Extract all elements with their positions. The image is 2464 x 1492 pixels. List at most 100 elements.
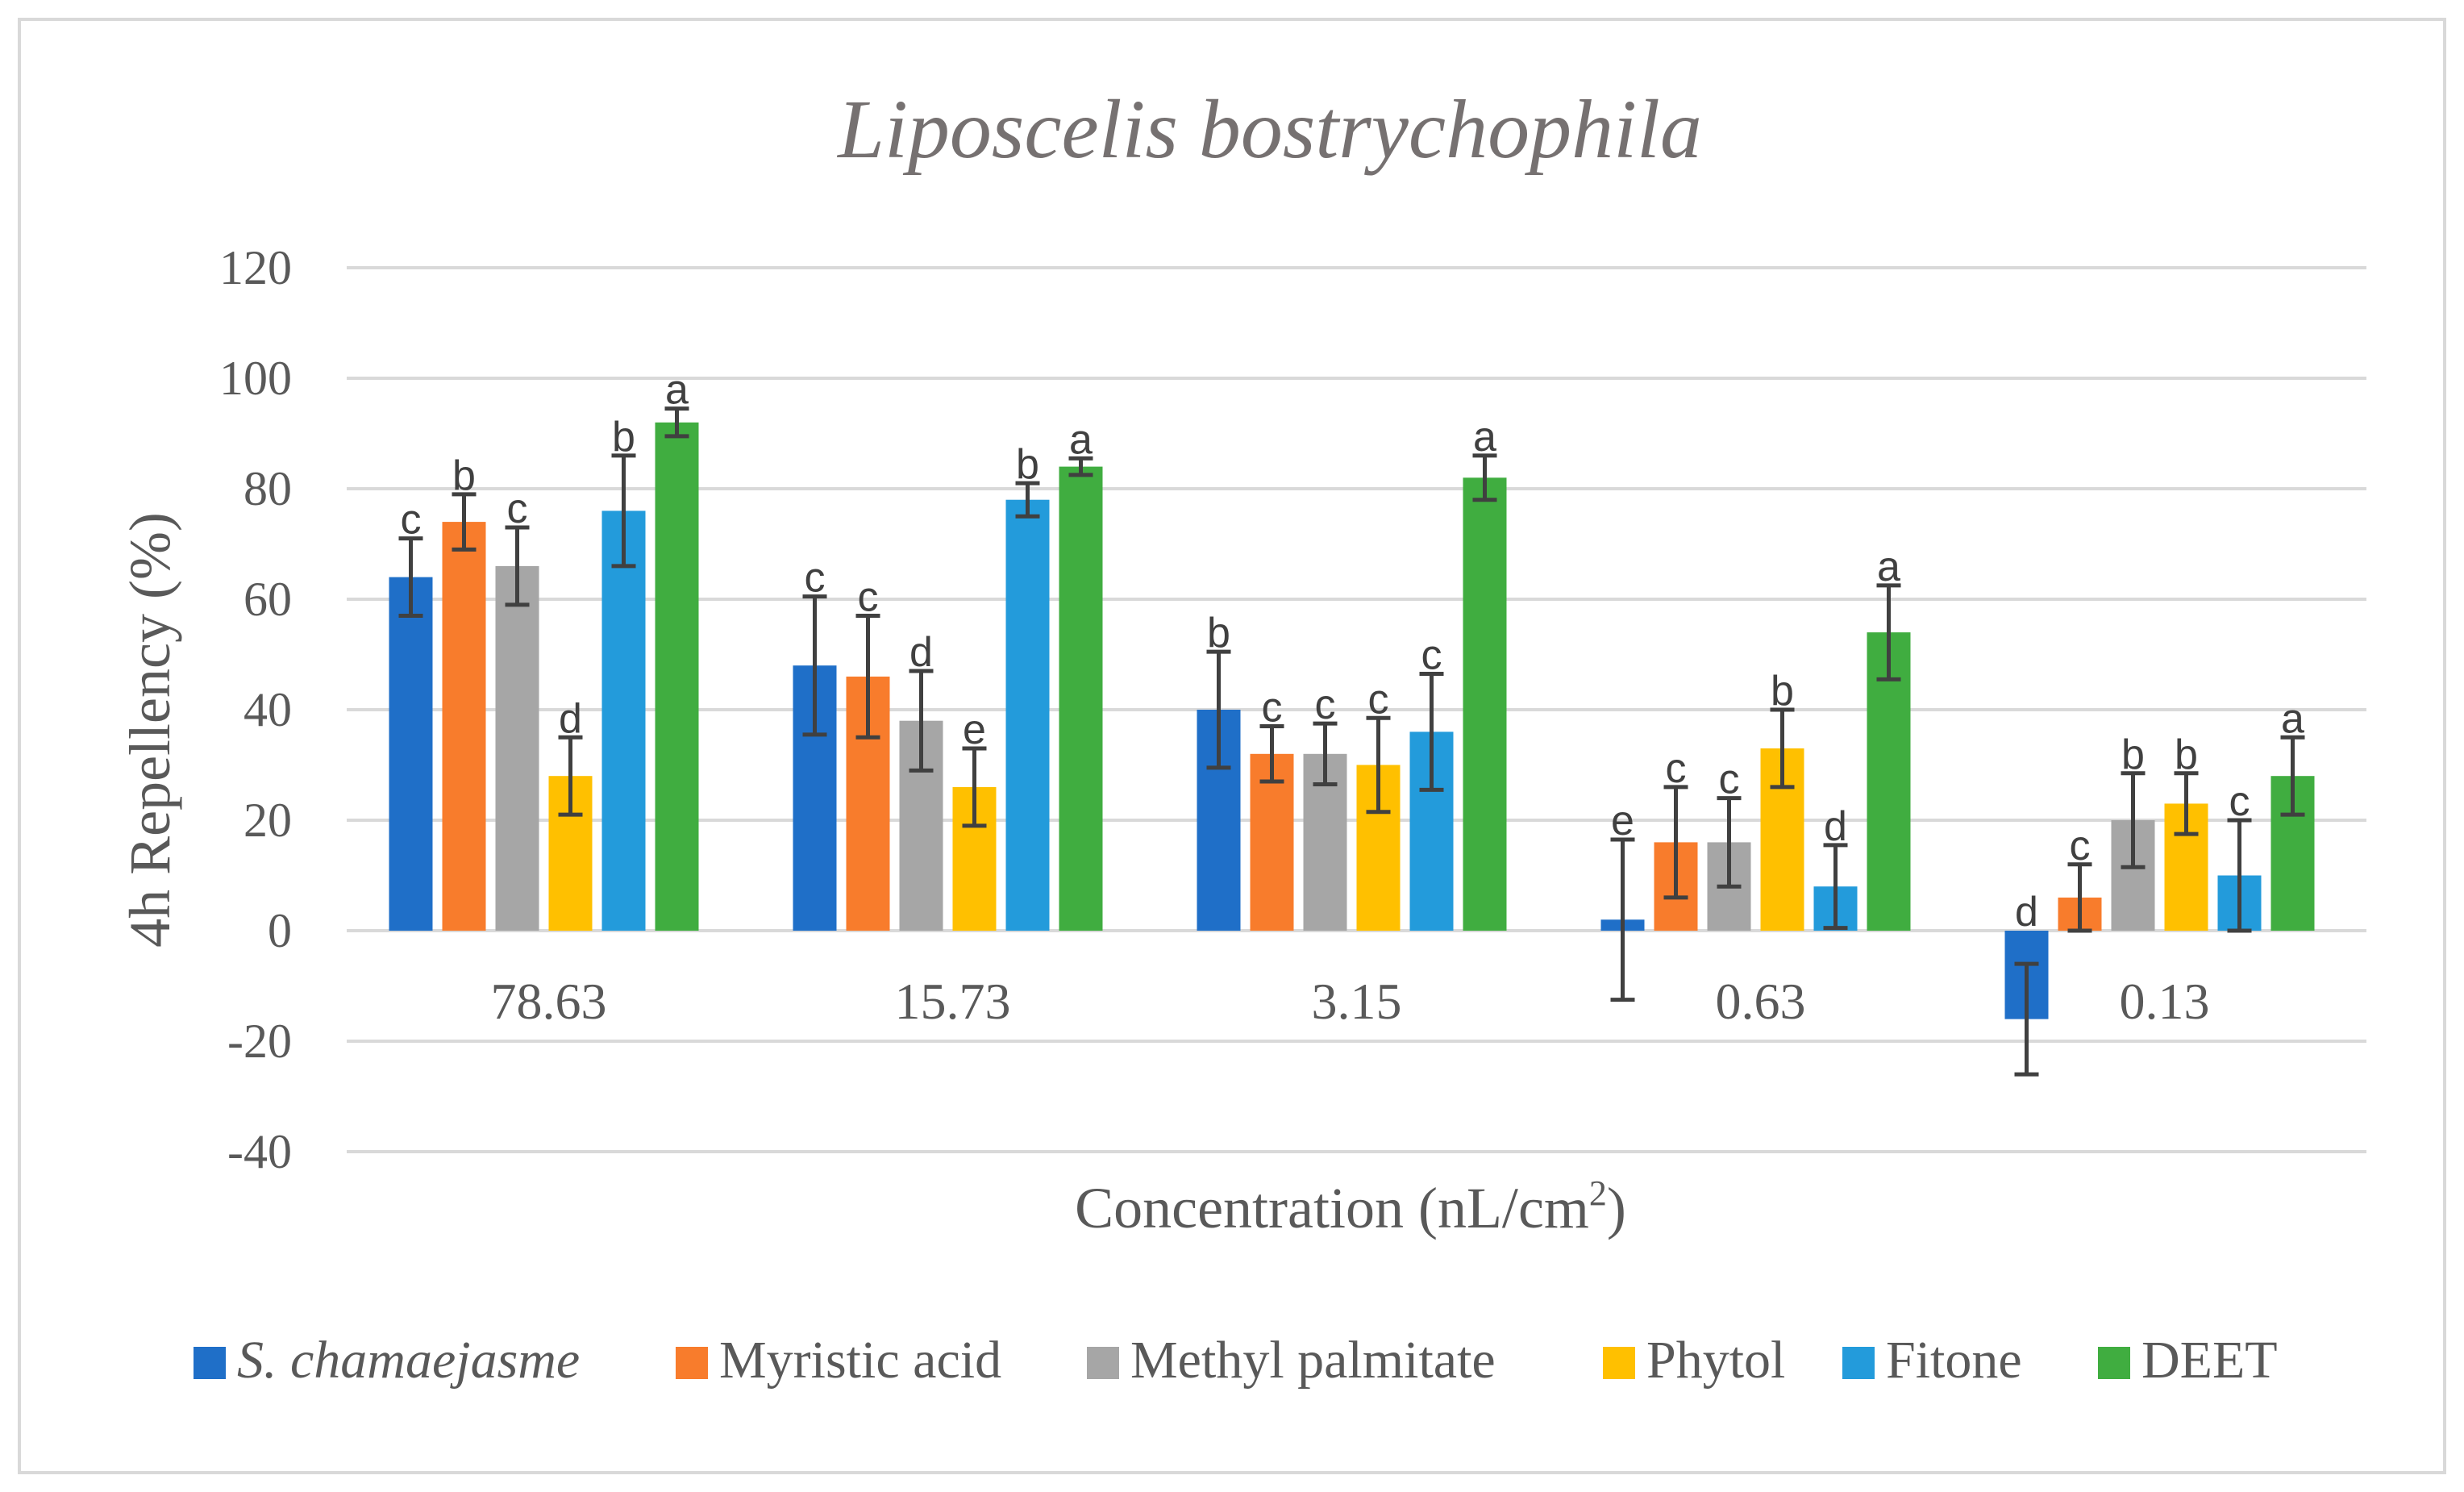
error-bar (1610, 837, 1635, 1002)
error-bar (1770, 707, 1795, 790)
legend-item: DEET (2098, 1331, 2278, 1390)
error-bar (2227, 818, 2252, 933)
error-bar (2121, 771, 2146, 869)
significance-letter: c (1262, 685, 1283, 731)
y-tick-label: 120 (219, 241, 292, 294)
bars (389, 422, 2315, 1019)
significance-letter: e (963, 706, 986, 753)
error-bar (2014, 961, 2039, 1077)
y-tick-label: -20 (227, 1015, 292, 1068)
error-bar (1206, 649, 1231, 770)
legend-swatch (676, 1347, 708, 1379)
error-bar (802, 594, 827, 737)
x-axis-title-suffix: ) (1607, 1176, 1626, 1240)
error-bar (855, 614, 880, 740)
significance-letter: d (2015, 889, 2038, 936)
significance-letter: a (1069, 416, 1093, 463)
legend-label: Methyl palmitate (1130, 1331, 1496, 1390)
category-label: 0.63 (1716, 973, 1806, 1030)
y-tick-label: 100 (219, 352, 292, 405)
legend-label: DEET (2141, 1331, 2278, 1390)
error-bar (2067, 862, 2092, 933)
x-axis-title-main: Concentration (nL/cm (1075, 1176, 1589, 1240)
error-bar (505, 525, 530, 607)
category-label: 78.63 (491, 973, 607, 1030)
significance-letter: b (612, 414, 635, 461)
significance-letter: b (1016, 441, 1039, 488)
significance-letter: c (2229, 778, 2250, 825)
y-tick-label: 20 (243, 794, 292, 847)
significance-letter: c (805, 555, 826, 602)
significance-letter: a (1473, 414, 1496, 461)
category-label: 15.73 (895, 973, 1011, 1030)
legend-swatch (1087, 1347, 1119, 1379)
legend-label: Fitone (1886, 1331, 2022, 1390)
legend-swatch (1603, 1347, 1635, 1379)
error-bar (452, 492, 477, 552)
legend-item: Methyl palmitate (1087, 1331, 1496, 1390)
bar (1005, 499, 1050, 931)
error-bar (2174, 771, 2199, 836)
significance-letter: c (858, 574, 879, 621)
error-bar (962, 746, 987, 828)
bar (495, 565, 539, 931)
error-bar (2280, 735, 2305, 817)
bar (601, 511, 646, 931)
category-label: 0.13 (2120, 973, 2210, 1030)
bar (1463, 477, 1507, 931)
error-bar (1015, 481, 1040, 519)
significance-letter: a (665, 367, 689, 414)
significance-letter: a (2281, 695, 2304, 742)
bar (655, 422, 699, 931)
significance-letter: d (559, 695, 582, 742)
significance-letter: d (909, 629, 933, 676)
error-bar (1419, 671, 1444, 792)
y-tick-label: 60 (243, 573, 292, 626)
y-tick-label: 80 (243, 462, 292, 515)
legend-swatch (1842, 1347, 1875, 1379)
x-axis-title: Concentration (nL/cm2) (1075, 1173, 1626, 1240)
legend-label: Phytol (1646, 1331, 1785, 1390)
significance-letter: e (1611, 798, 1634, 844)
significance-letter: b (2175, 731, 2198, 778)
significance-letter: c (2070, 823, 2091, 869)
significance-letter: b (1771, 668, 1794, 715)
error-bar (1472, 453, 1497, 502)
significance-letter: c (1666, 745, 1687, 792)
significance-letter: c (1315, 681, 1336, 728)
significance-letter: c (1719, 756, 1740, 803)
significance-letter: c (401, 497, 422, 544)
significance-letter: c (507, 486, 528, 532)
legend-item: Fitone (1842, 1331, 2022, 1390)
significance-letter: c (1421, 631, 1442, 678)
category-labels: 78.63 15.73 3.15 0.63 0.13 (491, 973, 2210, 1030)
error-bar (1717, 796, 1742, 889)
bar (1867, 632, 1911, 931)
legend-label: S. chamaejasme (237, 1331, 580, 1390)
legend: S. chamaejasme Myristic acid Methyl palmit… (194, 1331, 2278, 1390)
significance-letter: c (1368, 676, 1389, 723)
error-bar (611, 453, 636, 569)
gridlines (347, 266, 2366, 1153)
y-axis-title: 4h Repellency (%) (118, 512, 182, 948)
error-bar (1068, 456, 1093, 477)
bar (389, 577, 433, 931)
category-label: 3.15 (1312, 973, 1402, 1030)
error-bar (664, 406, 689, 439)
significance-letter: b (2121, 731, 2145, 778)
legend-item: Phytol (1603, 1331, 1785, 1390)
y-tick-label: 0 (268, 904, 292, 957)
error-bar (1823, 843, 1848, 931)
legend-label: Myristic acid (719, 1331, 1001, 1390)
legend-swatch (194, 1347, 226, 1379)
error-bar (1876, 583, 1901, 681)
significance-letter: d (1824, 803, 1847, 850)
significance-letter: b (452, 452, 476, 499)
error-bars (398, 406, 2305, 1077)
chart-title: Liposcelis bostrychophila (836, 83, 1702, 176)
bar (442, 522, 486, 931)
legend-swatch (2098, 1347, 2130, 1379)
error-bar (909, 669, 934, 773)
